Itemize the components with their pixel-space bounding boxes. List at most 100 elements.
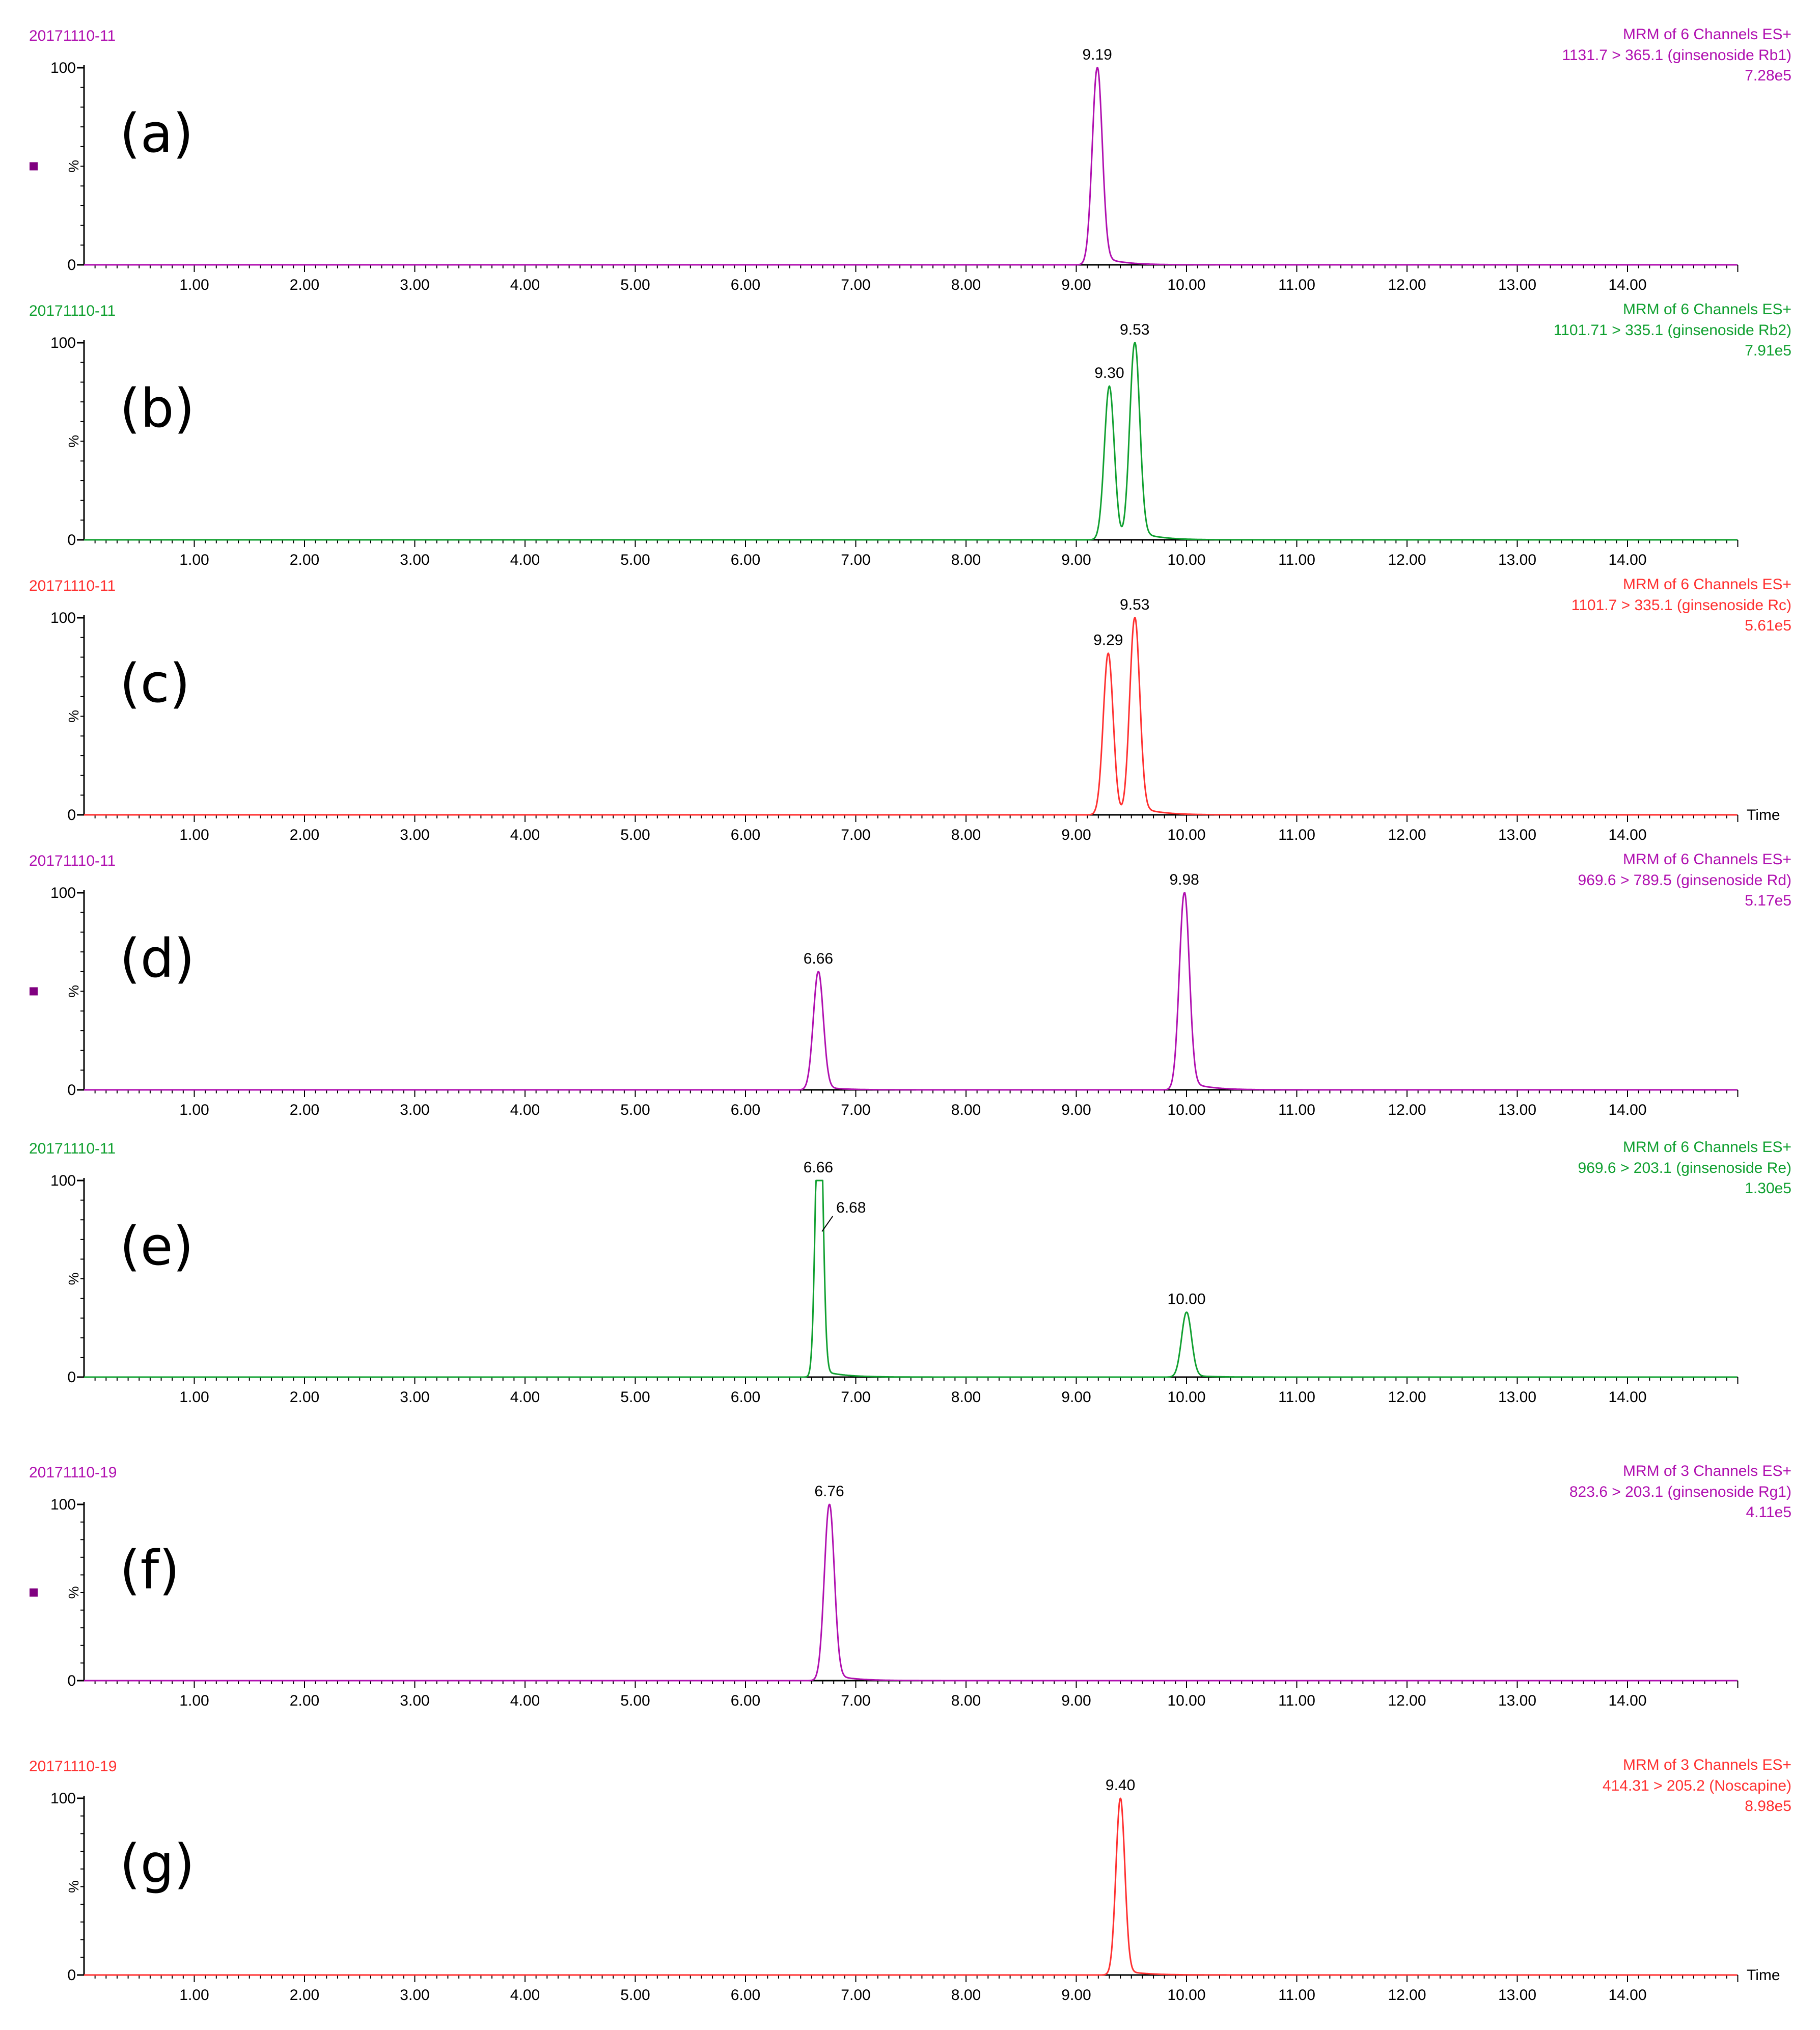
intensity-label: 7.91e5: [1745, 342, 1791, 359]
x-tick-label: 12.00: [1388, 1692, 1426, 1709]
y-tick-label: 100: [50, 1790, 76, 1807]
x-tick-label: 11.00: [1278, 827, 1315, 843]
sample-id: 20171110-19: [29, 1758, 117, 1775]
x-tick-label: 3.00: [400, 552, 429, 568]
x-tick-label: 1.00: [179, 552, 209, 568]
x-tick-label: 2.00: [290, 552, 319, 568]
x-tick-label: 14.00: [1608, 1102, 1646, 1118]
x-tick-label: 2.00: [290, 1692, 319, 1709]
x-tick-label: 8.00: [951, 552, 981, 568]
x-tick-label: 2.00: [290, 1987, 319, 2004]
chromatogram-trace: [84, 1503, 1738, 1682]
sample-id: 20171110-11: [29, 1140, 116, 1157]
sample-id: 20171110-11: [29, 28, 116, 44]
y-axis-label: %: [66, 1273, 81, 1285]
x-tick-label: 14.00: [1608, 1692, 1646, 1709]
transition-label: 969.6 > 203.1 (ginsenoside Re): [1578, 1160, 1791, 1176]
peak-label: 9.30: [1094, 365, 1124, 381]
chromatogram-panel-e: 20171110-11 MRM of 6 Channels ES+ 969.6 > …: [29, 1139, 1791, 1406]
x-tick-label: 7.00: [841, 1389, 870, 1406]
x-tick-label: 1.00: [179, 1692, 209, 1709]
y-tick-label: 0: [67, 1967, 76, 1984]
transition-label: 1101.7 > 335.1 (ginsenoside Rc): [1571, 597, 1791, 614]
y-axis-label: %: [66, 1586, 81, 1599]
intensity-label: 8.98e5: [1745, 1798, 1791, 1815]
y-tick-label: 0: [67, 1369, 76, 1386]
x-tick-label: 6.00: [731, 552, 760, 568]
x-tick-label: 6.00: [731, 1987, 760, 2004]
sample-id: 20171110-11: [29, 578, 116, 594]
x-tick-label: 5.00: [620, 1389, 650, 1406]
channel-header: MRM of 6 Channels ES+: [1623, 301, 1791, 318]
x-tick-label: 14.00: [1608, 827, 1646, 843]
x-tick-label: 11.00: [1278, 1102, 1315, 1118]
peak-label: 9.98: [1169, 871, 1199, 888]
x-tick-label: 1.00: [179, 277, 209, 293]
x-tick-label: 10.00: [1167, 277, 1205, 293]
x-tick-label: 8.00: [951, 1102, 981, 1118]
y-tick-label: 0: [67, 807, 76, 824]
peak-label: 9.40: [1106, 1777, 1135, 1794]
panel-label: (c): [120, 652, 190, 715]
x-tick-label: 1.00: [179, 1389, 209, 1406]
chromatogram-panel-a: 20171110-11 MRM of 6 Channels ES+ 1131.7 >…: [29, 26, 1791, 293]
x-tick-label: 14.00: [1608, 1987, 1646, 2004]
peak-label: 6.66: [804, 1159, 833, 1176]
x-tick-label: 9.00: [1061, 827, 1091, 843]
chromatogram-panel-g: 20171110-19 MRM of 3 Channels ES+ 414.31 >…: [29, 1757, 1791, 2004]
x-tick-label: 7.00: [841, 1987, 870, 2004]
x-tick-label: 5.00: [620, 1987, 650, 2004]
intensity-label: 4.11e5: [1746, 1504, 1791, 1521]
x-tick-label: 9.00: [1061, 1987, 1091, 2004]
x-tick-label: 5.00: [620, 277, 650, 293]
channel-header: MRM of 3 Channels ES+: [1623, 1757, 1791, 1773]
peak-label: 9.53: [1120, 596, 1149, 613]
x-tick-label: 14.00: [1608, 277, 1646, 293]
peak-label: 9.29: [1093, 632, 1123, 649]
x-tick-label: 4.00: [510, 1102, 540, 1118]
x-tick-label: 3.00: [400, 1389, 429, 1406]
x-tick-label: 2.00: [290, 1102, 319, 1118]
x-tick-label: 13.00: [1498, 827, 1536, 843]
x-tick-label: 3.00: [400, 277, 429, 293]
panel-label: (g): [120, 1833, 195, 1895]
x-tick-label: 3.00: [400, 1692, 429, 1709]
chromatogram-trace: [84, 1179, 1738, 1378]
x-tick-label: 13.00: [1498, 277, 1536, 293]
x-tick-label: 4.00: [510, 552, 540, 568]
peak-label: 9.19: [1082, 46, 1112, 63]
x-tick-label: 3.00: [400, 827, 429, 843]
x-tick-label: 2.00: [290, 827, 319, 843]
x-tick-label: 13.00: [1498, 1692, 1536, 1709]
x-tick-label: 12.00: [1388, 552, 1426, 568]
x-tick-label: 6.00: [731, 1389, 760, 1406]
y-axis-label: %: [66, 985, 81, 998]
x-tick-label: 12.00: [1388, 1987, 1426, 2004]
x-tick-label: 12.00: [1388, 827, 1426, 843]
y-tick-label: 100: [50, 885, 76, 901]
x-tick-label: 2.00: [290, 277, 319, 293]
y-tick-label: 100: [50, 60, 76, 76]
x-tick-label: 7.00: [841, 552, 870, 568]
x-tick-label: 13.00: [1498, 1102, 1536, 1118]
x-tick-label: 9.00: [1061, 1692, 1091, 1709]
x-tick-label: 5.00: [620, 1102, 650, 1118]
x-tick-label: 8.00: [951, 827, 981, 843]
panel-label: (a): [120, 102, 194, 164]
channel-marker: [30, 162, 38, 171]
channel-marker: [30, 1588, 38, 1597]
x-tick-label: 4.00: [510, 827, 540, 843]
x-tick-label: 6.00: [731, 827, 760, 843]
y-tick-label: 0: [67, 1082, 76, 1099]
y-axis-label: %: [66, 710, 81, 723]
x-tick-label: 12.00: [1388, 1389, 1426, 1406]
x-tick-label: 9.00: [1061, 1389, 1091, 1406]
y-tick-label: 100: [50, 610, 76, 626]
peak-label: 6.66: [804, 950, 833, 967]
x-tick-label: 11.00: [1278, 277, 1315, 293]
y-tick-label: 0: [67, 532, 76, 548]
x-tick-label: 2.00: [290, 1389, 319, 1406]
x-tick-label: 3.00: [400, 1102, 429, 1118]
y-tick-label: 100: [50, 1496, 76, 1513]
